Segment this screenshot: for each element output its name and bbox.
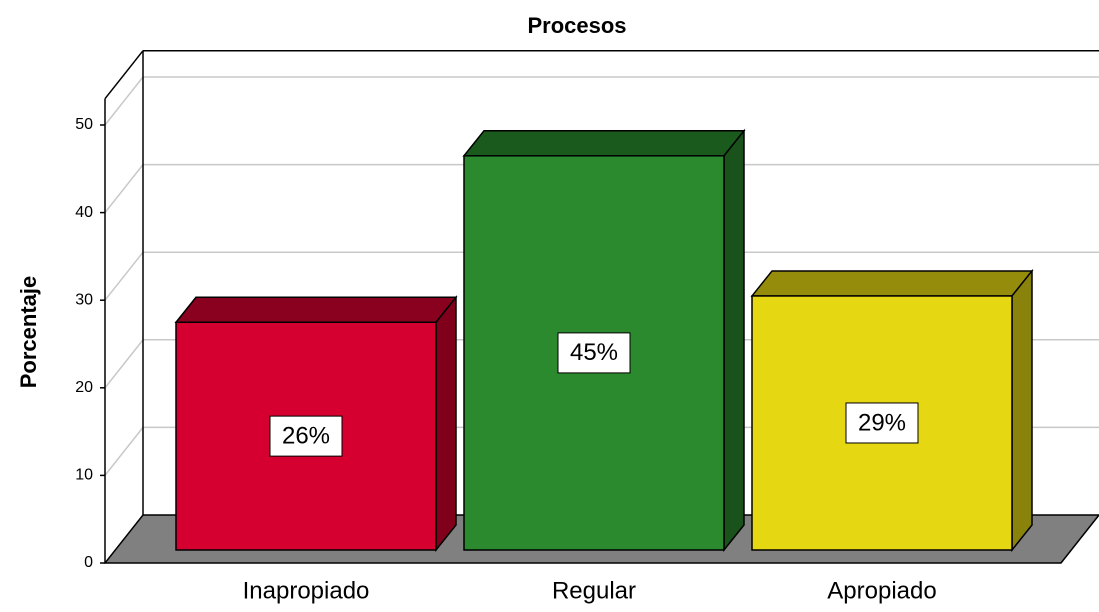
x-tick-label: Regular bbox=[552, 577, 636, 604]
y-axis-label: Porcentaje bbox=[16, 276, 41, 389]
y-tick-label: 10 bbox=[75, 467, 93, 484]
grid-line-side bbox=[104, 426, 144, 476]
value-label: 29% bbox=[858, 409, 906, 436]
y-tick-label: 20 bbox=[75, 379, 93, 396]
value-label: 26% bbox=[282, 422, 330, 449]
bar-top bbox=[174, 296, 458, 323]
y-tick-label: 50 bbox=[75, 116, 93, 133]
chart-title: Procesos bbox=[527, 13, 626, 38]
grid-line-side bbox=[104, 164, 144, 214]
value-label-box bbox=[557, 332, 631, 374]
bar-top bbox=[462, 130, 746, 157]
bar-side bbox=[1011, 268, 1033, 553]
grid-line-side bbox=[104, 339, 144, 389]
side-top bbox=[104, 50, 144, 100]
x-tick-label: Apropiado bbox=[827, 577, 936, 604]
value-label-box bbox=[269, 415, 343, 457]
bar-side bbox=[435, 295, 457, 553]
grid-line-side bbox=[104, 76, 144, 126]
y-tick-label: 0 bbox=[84, 554, 93, 571]
bar-top bbox=[750, 270, 1034, 297]
grid-line-side bbox=[104, 251, 144, 301]
bar-side bbox=[723, 128, 745, 553]
y-tick-label: 30 bbox=[75, 291, 93, 308]
value-label: 45% bbox=[570, 339, 618, 366]
value-label-box bbox=[845, 402, 919, 444]
y-tick-label: 40 bbox=[75, 204, 93, 221]
x-tick-label: Inapropiado bbox=[243, 577, 370, 604]
